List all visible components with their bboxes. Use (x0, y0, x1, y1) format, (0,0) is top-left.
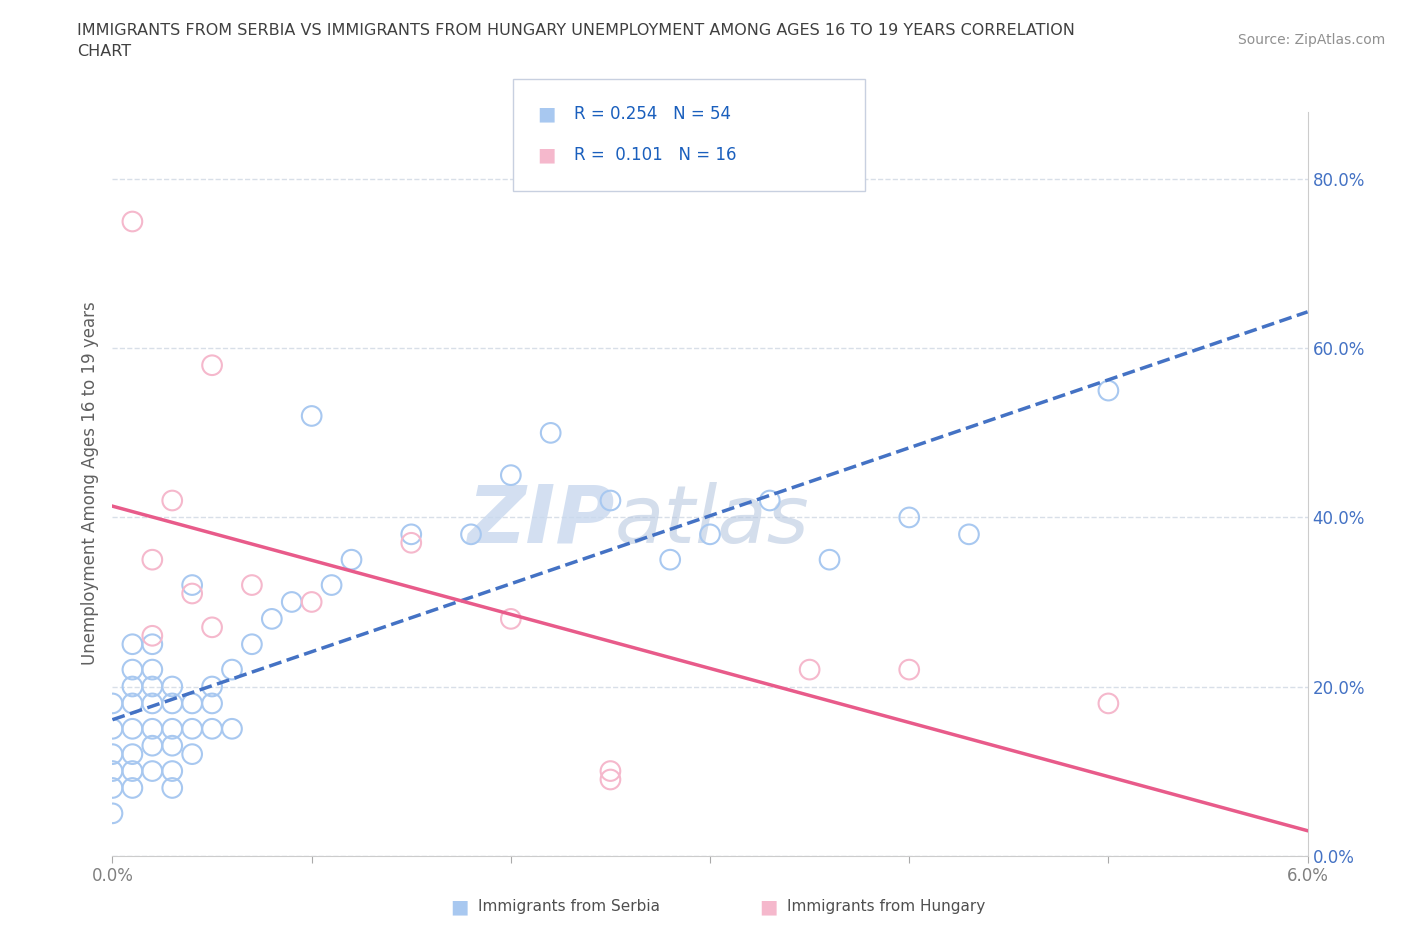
Point (121, 662, 143, 677)
Point (162, 679, 183, 694)
Point (599, 764, 621, 778)
Point (201, 679, 224, 694)
Point (499, 468, 522, 483)
Text: Immigrants from Hungary: Immigrants from Hungary (787, 899, 986, 914)
Text: R =  0.101   N = 16: R = 0.101 N = 16 (574, 146, 737, 165)
Point (1097, 383, 1119, 398)
Point (141, 662, 163, 677)
Y-axis label: Unemployment Among Ages 16 to 19 years: Unemployment Among Ages 16 to 19 years (80, 301, 98, 666)
Point (162, 722, 183, 737)
Point (221, 662, 243, 677)
Point (818, 552, 841, 567)
Point (699, 527, 721, 542)
Point (121, 764, 143, 778)
Point (141, 552, 163, 567)
Point (121, 214, 143, 229)
Point (1097, 696, 1119, 711)
Point (181, 586, 204, 601)
Point (499, 611, 522, 626)
Text: ■: ■ (537, 105, 555, 124)
Text: R = 0.254   N = 54: R = 0.254 N = 54 (574, 105, 731, 124)
Point (101, 696, 124, 711)
Point (141, 722, 163, 737)
Point (101, 806, 124, 821)
Point (260, 611, 283, 626)
Point (141, 679, 163, 694)
Point (599, 493, 621, 508)
Point (121, 747, 143, 762)
Point (240, 578, 263, 592)
Point (141, 629, 163, 644)
Point (162, 738, 183, 753)
Point (240, 637, 263, 652)
Point (659, 552, 682, 567)
Point (957, 527, 980, 542)
Point (162, 493, 183, 508)
Text: ■: ■ (759, 897, 778, 916)
Point (121, 722, 143, 737)
Text: Immigrants from Serbia: Immigrants from Serbia (478, 899, 659, 914)
Point (101, 722, 124, 737)
Text: ■: ■ (450, 897, 468, 916)
Point (599, 772, 621, 787)
Text: IMMIGRANTS FROM SERBIA VS IMMIGRANTS FROM HUNGARY UNEMPLOYMENT AMONG AGES 16 TO : IMMIGRANTS FROM SERBIA VS IMMIGRANTS FRO… (77, 23, 1076, 38)
Point (401, 527, 423, 542)
Point (898, 510, 921, 525)
Point (101, 764, 124, 778)
Point (141, 696, 163, 711)
Point (101, 780, 124, 795)
Point (221, 722, 243, 737)
Text: atlas: atlas (614, 482, 810, 560)
Point (121, 780, 143, 795)
Text: Source: ZipAtlas.com: Source: ZipAtlas.com (1237, 33, 1385, 46)
Text: ZIP: ZIP (467, 482, 614, 560)
Point (540, 425, 562, 440)
Point (301, 408, 323, 423)
Point (460, 527, 482, 542)
Point (181, 747, 204, 762)
Point (181, 578, 204, 592)
Point (181, 722, 204, 737)
Point (201, 358, 224, 373)
Point (162, 764, 183, 778)
Point (759, 493, 782, 508)
Text: ■: ■ (537, 146, 555, 165)
Point (799, 662, 821, 677)
Point (321, 578, 343, 592)
Point (181, 696, 204, 711)
Point (401, 536, 423, 551)
Point (201, 620, 224, 635)
Point (201, 696, 224, 711)
Text: CHART: CHART (77, 44, 131, 59)
Point (162, 780, 183, 795)
Point (281, 594, 304, 609)
Point (141, 738, 163, 753)
Point (141, 637, 163, 652)
Point (121, 679, 143, 694)
Point (121, 696, 143, 711)
Point (340, 552, 363, 567)
Point (162, 696, 183, 711)
Point (301, 594, 323, 609)
Point (101, 747, 124, 762)
Point (201, 722, 224, 737)
Point (898, 662, 921, 677)
Point (121, 637, 143, 652)
Point (141, 764, 163, 778)
